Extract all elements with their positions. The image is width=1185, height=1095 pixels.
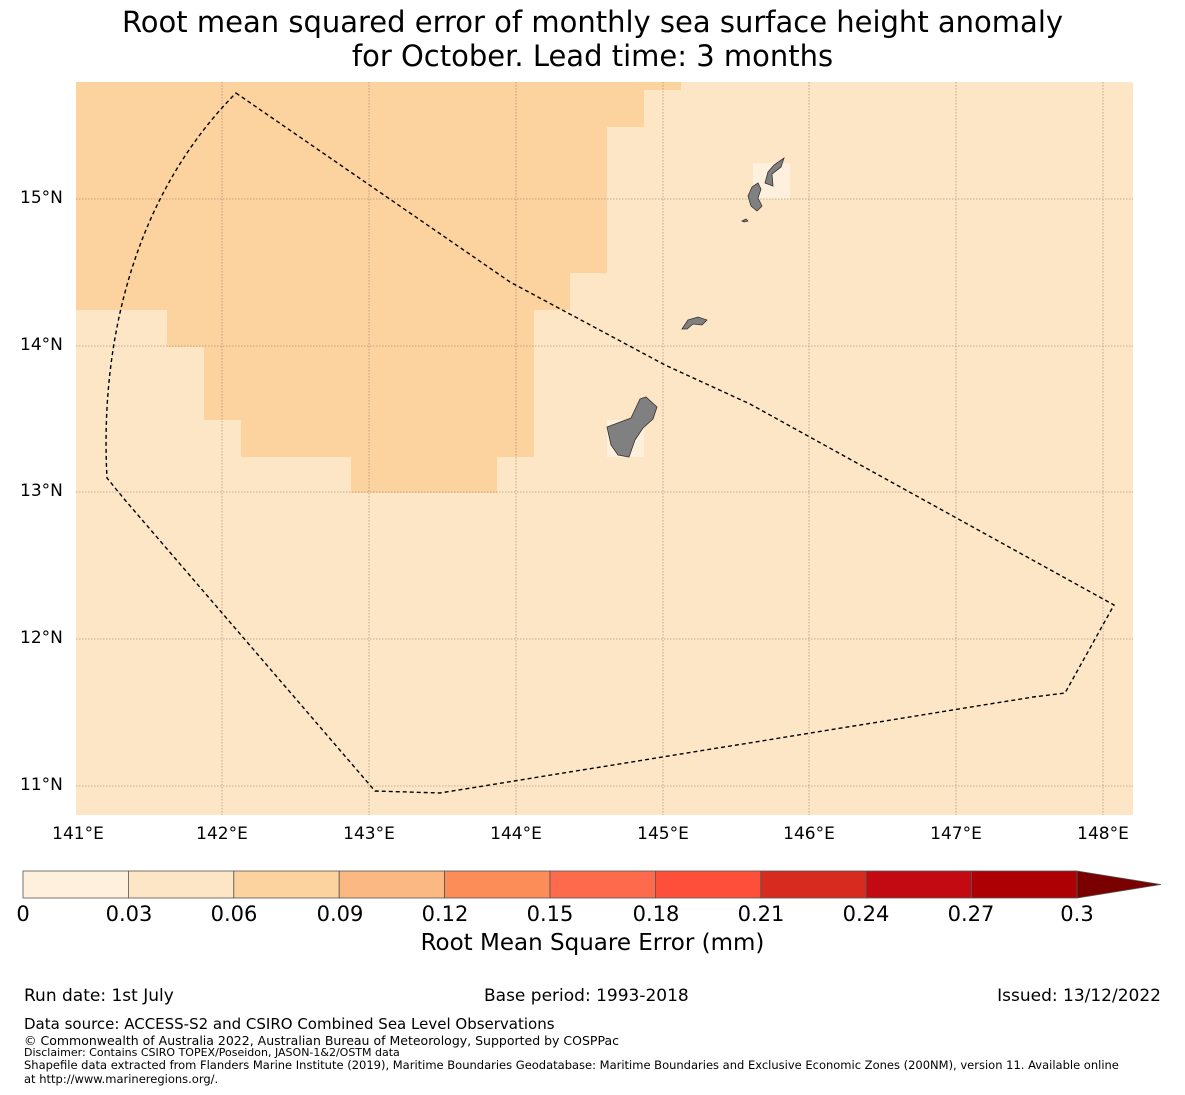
- colorbar-segment: [127, 870, 235, 899]
- colorbar-tick: 0.15: [526, 902, 574, 926]
- eez-boundary: [105, 92, 1115, 794]
- lon-label-146e: 146°E: [783, 824, 835, 844]
- colorbar-tick: 0.27: [947, 902, 995, 926]
- lat-label-14n: 14°N: [20, 335, 63, 355]
- colorbar-tick: 0.24: [842, 902, 890, 926]
- colorbar-segment: [865, 870, 973, 899]
- colorbar: [22, 870, 1162, 899]
- island-rota: [681, 316, 708, 330]
- colorbar-segment: [444, 870, 551, 899]
- colorbar-segment: [655, 870, 762, 899]
- colorbar-segment: [760, 870, 867, 899]
- lat-label-12n: 12°N: [20, 628, 63, 648]
- island-guam: [606, 396, 658, 458]
- lat-label-11n: 11°N: [20, 775, 63, 795]
- lat-label-13n: 13°N: [20, 481, 63, 501]
- issued-date: Issued: 13/12/2022: [997, 986, 1161, 1006]
- lon-label-142e: 142°E: [196, 824, 248, 844]
- lon-label-145e: 145°E: [637, 824, 689, 844]
- shapefile-credit-line2: at http://www.marineregions.org/.: [24, 1072, 219, 1086]
- colorbar-segment: [338, 870, 446, 899]
- rmse-region-medium: [76, 82, 681, 493]
- lon-label-147e: 147°E: [930, 824, 982, 844]
- colorbar-segment: [971, 870, 1078, 899]
- lon-label-148e: 148°E: [1077, 824, 1129, 844]
- island-saipan: [764, 156, 785, 187]
- lon-label-144e: 144°E: [490, 824, 542, 844]
- lat-label-15n: 15°N: [20, 188, 63, 208]
- colorbar-segment: [549, 870, 656, 899]
- shapefile-credit-line1: Shapefile data extracted from Flanders M…: [24, 1058, 1119, 1072]
- colorbar-tick: 0.03: [105, 902, 153, 926]
- chart-title-line1: Root mean squared error of monthly sea s…: [121, 5, 1064, 39]
- lon-label-141e: 141°E: [52, 824, 104, 844]
- colorbar-tick: 0.21: [737, 902, 785, 926]
- colorbar-tick: 0.09: [316, 902, 364, 926]
- colorbar-tick: 0.12: [421, 902, 469, 926]
- island-aguijan: [741, 218, 749, 223]
- map-gridlines: [76, 82, 1133, 815]
- colorbar-segment: [22, 870, 129, 899]
- base-period: Base period: 1993-2018: [484, 986, 689, 1006]
- copyright: © Commonwealth of Australia 2022, Austra…: [24, 1033, 619, 1048]
- colorbar-tick: 0.06: [210, 902, 258, 926]
- colorbar-extend-arrow: [1076, 870, 1162, 899]
- land-masses: [606, 156, 785, 458]
- colorbar-segment: [233, 870, 340, 899]
- colorbar-tick: 0.3: [1060, 902, 1094, 926]
- island-tinian: [747, 182, 763, 212]
- run-date: Run date: 1st July: [24, 986, 174, 1006]
- disclaimer: Disclaimer: Contains CSIRO TOPEX/Poseido…: [24, 1046, 400, 1059]
- data-source: Data source: ACCESS-S2 and CSIRO Combine…: [24, 1015, 555, 1033]
- lon-label-143e: 143°E: [343, 824, 395, 844]
- colorbar-tick: 0.18: [632, 902, 680, 926]
- colorbar-label: Root Mean Square Error (mm): [420, 930, 765, 956]
- colorbar-tick: 0: [16, 902, 30, 926]
- chart-title-line2: for October. Lead time: 3 months: [351, 39, 834, 73]
